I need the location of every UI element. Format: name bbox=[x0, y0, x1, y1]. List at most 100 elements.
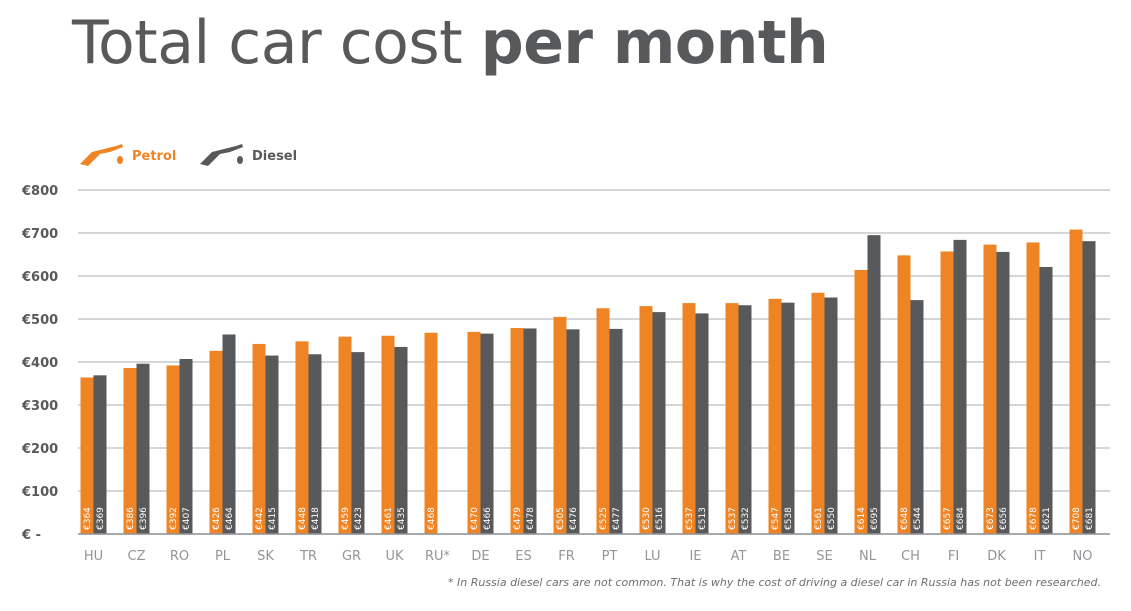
bar-diesel bbox=[265, 355, 279, 534]
x-tick-label: GR bbox=[342, 549, 361, 564]
bar-value-label: €657 bbox=[943, 507, 953, 530]
x-tick-label: IT bbox=[1034, 549, 1046, 564]
bar-value-label: €513 bbox=[698, 507, 708, 530]
bar-value-label: €448 bbox=[298, 507, 308, 530]
x-tick-label: SE bbox=[816, 549, 832, 564]
bar-value-label: €621 bbox=[1042, 507, 1052, 530]
bar-diesel bbox=[480, 333, 494, 534]
bar-value-label: €396 bbox=[139, 507, 149, 530]
bar-petrol bbox=[80, 377, 94, 534]
x-tick-label: NO bbox=[1073, 549, 1093, 564]
y-tick-label: €300 bbox=[21, 399, 58, 414]
bar-diesel bbox=[93, 375, 107, 534]
bar-diesel bbox=[351, 352, 365, 534]
x-tick-label: NL bbox=[859, 549, 877, 564]
x-tick-label: TR bbox=[299, 549, 317, 564]
bar-diesel bbox=[867, 235, 881, 534]
bar-value-label: €614 bbox=[857, 507, 867, 530]
bar-diesel bbox=[652, 312, 666, 534]
bar-value-label: €561 bbox=[814, 507, 824, 530]
x-tick-label: CZ bbox=[128, 549, 146, 564]
x-tick-label: FI bbox=[948, 549, 959, 564]
title-bold: per month bbox=[480, 8, 829, 78]
bar-petrol bbox=[1026, 242, 1040, 534]
bar-value-label: €550 bbox=[827, 507, 837, 530]
bar-diesel bbox=[1039, 266, 1053, 534]
bar-petrol bbox=[467, 331, 481, 534]
bar-value-label: €426 bbox=[212, 507, 222, 530]
bar-value-label: €476 bbox=[569, 507, 579, 530]
bar-petrol bbox=[983, 244, 997, 535]
bar-value-label: €547 bbox=[771, 507, 781, 530]
bar-value-label: €423 bbox=[354, 507, 364, 530]
bar-value-label: €708 bbox=[1072, 507, 1082, 530]
x-tick-label: FR bbox=[558, 549, 575, 564]
bar-value-label: €415 bbox=[268, 507, 278, 530]
bar-value-label: €684 bbox=[956, 507, 966, 530]
bar-petrol bbox=[553, 316, 567, 534]
bar-value-label: €538 bbox=[784, 507, 794, 530]
bar-value-label: €537 bbox=[685, 507, 695, 530]
x-tick-label: CH bbox=[901, 549, 920, 564]
x-tick-label: RU* bbox=[425, 549, 451, 564]
x-tick-label: ES bbox=[515, 549, 531, 564]
page-title: Total car cost per month bbox=[72, 8, 829, 78]
bar-diesel bbox=[222, 334, 236, 534]
y-tick-label: €500 bbox=[21, 313, 58, 328]
x-tick-label: BE bbox=[773, 549, 790, 564]
bar-value-label: €466 bbox=[483, 507, 493, 530]
bar-petrol bbox=[123, 368, 137, 534]
bar-value-label: €477 bbox=[612, 507, 622, 530]
bar-value-label: €461 bbox=[384, 507, 394, 530]
bar-value-label: €386 bbox=[126, 507, 136, 530]
bar-diesel bbox=[394, 346, 408, 534]
legend-item-diesel: Diesel bbox=[198, 140, 297, 174]
fuel-nozzle-icon bbox=[200, 144, 243, 166]
bar-petrol bbox=[639, 306, 653, 534]
bar-petrol bbox=[209, 350, 223, 534]
bar-diesel bbox=[781, 302, 795, 534]
bar-diesel bbox=[609, 328, 623, 534]
bar-value-label: €537 bbox=[728, 507, 738, 530]
bar-diesel bbox=[953, 239, 967, 534]
bar-diesel bbox=[910, 300, 924, 534]
bar-value-label: €505 bbox=[556, 507, 566, 530]
bar-value-label: €364 bbox=[83, 507, 93, 530]
bar-value-label: €435 bbox=[397, 507, 407, 530]
bar-petrol bbox=[940, 251, 954, 535]
y-tick-label: € - bbox=[21, 528, 41, 543]
bar-diesel bbox=[1082, 241, 1096, 535]
fuel-nozzle-icon bbox=[80, 144, 123, 166]
bar-diesel bbox=[996, 251, 1010, 535]
bar-diesel bbox=[523, 328, 537, 534]
legend-label-petrol: Petrol bbox=[132, 149, 177, 164]
y-tick-label: €100 bbox=[21, 485, 58, 500]
bar-petrol bbox=[811, 292, 825, 534]
bar-diesel bbox=[738, 305, 752, 534]
bar-value-label: €392 bbox=[169, 507, 179, 530]
bar-diesel bbox=[308, 354, 322, 534]
legend-item-petrol: Petrol bbox=[78, 140, 176, 174]
x-tick-label: DK bbox=[987, 549, 1006, 564]
bar-diesel bbox=[566, 329, 580, 534]
bar-petrol bbox=[1069, 229, 1083, 534]
x-tick-label: SK bbox=[257, 549, 274, 564]
bar-value-label: €681 bbox=[1085, 507, 1095, 530]
bar-petrol bbox=[768, 298, 782, 534]
x-tick-label: AT bbox=[731, 549, 747, 564]
bar-petrol bbox=[897, 255, 911, 535]
x-tick-label: IE bbox=[689, 549, 701, 564]
bar-value-label: €530 bbox=[642, 507, 652, 530]
bar-value-label: €656 bbox=[999, 507, 1009, 530]
bar-value-label: €516 bbox=[655, 507, 665, 530]
bar-diesel bbox=[179, 358, 193, 534]
bar-value-label: €468 bbox=[427, 507, 437, 530]
bar-petrol bbox=[166, 365, 180, 534]
bar-value-label: €459 bbox=[341, 507, 351, 530]
x-tick-label: RO bbox=[170, 549, 189, 564]
bar-value-label: €464 bbox=[225, 507, 235, 530]
footnote: * In Russia diesel cars are not common. … bbox=[447, 576, 1101, 589]
bar-petrol bbox=[252, 343, 266, 534]
bar-value-label: €479 bbox=[513, 507, 523, 530]
